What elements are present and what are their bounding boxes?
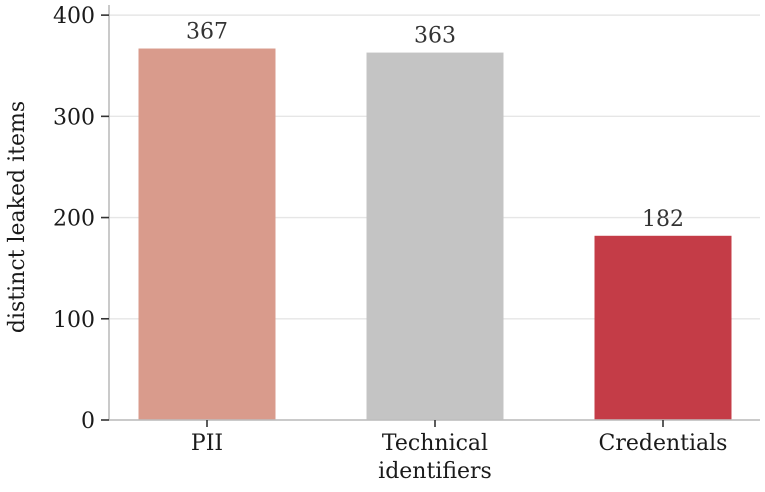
bars [138, 48, 732, 421]
x-tick-label: PII [191, 431, 223, 456]
y-tick-label: 400 [53, 4, 95, 29]
bar [366, 52, 504, 420]
data-label: 182 [642, 207, 684, 232]
y-tick-label: 100 [53, 308, 95, 333]
bar [138, 48, 276, 421]
bar [594, 235, 732, 420]
y-tick-label: 0 [81, 409, 95, 434]
data-labels: 367 363 182 [186, 20, 684, 232]
data-label: 367 [186, 20, 228, 45]
y-axis-title: distinct leaked items [5, 101, 30, 333]
y-tick-label: 200 [53, 207, 95, 232]
y-tick-label: 300 [53, 105, 95, 130]
y-ticks: 0 100 200 300 400 [53, 4, 109, 434]
x-tick-label: Technical identifiers [378, 431, 492, 484]
x-tick-label: Credentials [599, 431, 728, 456]
data-label: 363 [414, 24, 456, 49]
x-tick-labels: PII Technical identifiers Credentials [191, 420, 728, 484]
